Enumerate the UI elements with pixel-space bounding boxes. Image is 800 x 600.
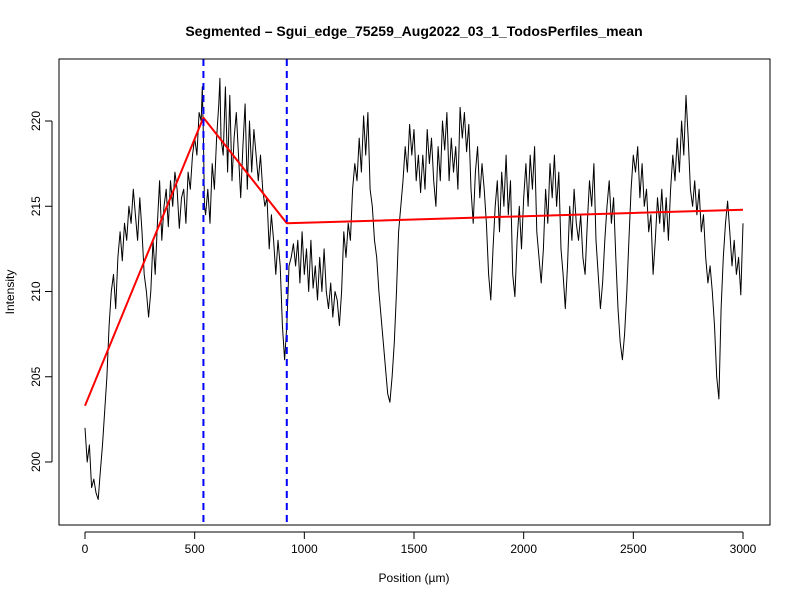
plot-frame: [58, 58, 771, 526]
x-axis-label: Position (µm): [379, 571, 450, 585]
x-tick-label-1000: 1000: [291, 542, 318, 556]
y-tick-label-220: 220: [29, 111, 43, 131]
intensity-profile-line: [84, 77, 744, 500]
x-tick-label-0: 0: [82, 542, 89, 556]
y-tick-label-200: 200: [29, 452, 43, 472]
axes: 0 500 1000 1500 2000 2500 3000 200 205 210 215 220: [29, 111, 757, 556]
x-tick-label-2000: 2000: [510, 542, 537, 556]
plot-area: [84, 59, 744, 525]
x-tick-label-3000: 3000: [730, 542, 757, 556]
y-tick-label-205: 205: [29, 366, 43, 386]
x-tick-label-1500: 1500: [401, 542, 428, 556]
chart-title: Segmented – Sgui_edge_75259_Aug2022_03_1…: [185, 23, 642, 39]
y-axis-label: Intensity: [3, 270, 17, 315]
fitted-segments-line: [84, 116, 744, 407]
y-tick-label-215: 215: [29, 196, 43, 216]
y-tick-label-210: 210: [29, 281, 43, 301]
x-tick-label-500: 500: [185, 542, 205, 556]
x-tick-label-2500: 2500: [620, 542, 647, 556]
